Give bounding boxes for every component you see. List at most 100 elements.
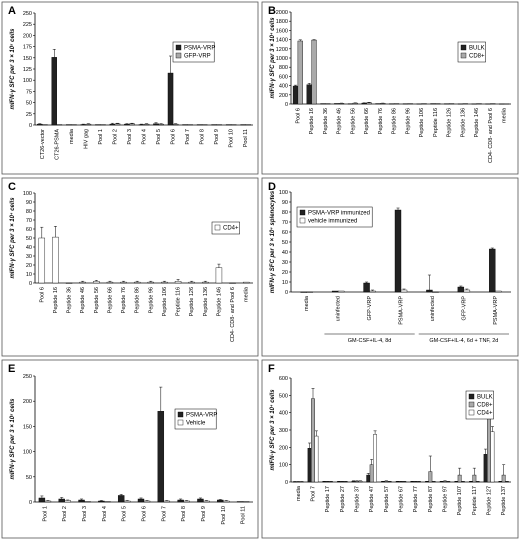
y-tick-label: 60 [282,230,288,236]
bar [120,281,127,284]
bar [306,291,313,293]
bar [337,290,345,293]
panel-frame [261,1,519,175]
x-tick-label: CT26-PSMA [54,129,60,160]
x-tick-label: Peptide 56 [350,108,356,134]
bar [400,289,408,293]
bar [428,471,433,483]
bar [347,103,354,105]
bar [114,123,121,126]
bar [338,103,345,105]
x-tick-label: Pool 2 [62,506,68,522]
legend-swatch [468,409,475,416]
bar [416,103,422,105]
x-tick-label: CD4- CD8- and Pool 6 [230,287,236,342]
x-tick-label: Pool 5 [156,129,162,145]
legend-label: GFP-VRP [184,54,211,60]
legend-box [296,206,373,228]
y-axis-label: mIFN-γ SFC per 3 × 10⁴ cells [270,389,276,471]
x-tick-label: Pool 1 [98,129,104,145]
bar [143,500,151,503]
bar [138,124,145,126]
x-tick-label: Peptide 77 [413,486,419,512]
bar [143,123,150,126]
panel-a: A 0 25 50 75 100 125 150 175 200 225 250 mIFN-γ SFC … [1,1,259,175]
y-tick-label: 300 [279,428,288,434]
bar [340,481,345,483]
y-tick-label: 0 [285,102,288,108]
panel-letter: F [268,363,275,375]
bar [490,431,495,483]
x-tick-label: Pool 9 [214,129,220,145]
x-tick-label: media [296,485,302,501]
bar [158,123,164,126]
x-tick-label: Pool 6 [295,108,301,124]
bar [42,124,48,126]
legend-swatch [299,217,306,224]
bar [483,454,488,483]
bar [499,103,505,105]
bar [307,448,312,483]
bar [85,123,92,126]
group-label: GM-CSF+IL-4, 6d + TNF, 2d [429,338,498,344]
y-tick-label: 40 [26,245,32,251]
x-tick-label: CT26-vector [40,129,46,159]
bar [457,474,462,483]
bar [230,124,237,126]
bar [501,474,506,483]
y-tick-label: 75 [26,89,32,95]
x-tick-label: CD4- CD8- and Pool 6 [488,108,494,163]
bar [80,124,87,126]
bar [366,474,371,483]
x-tick-label: Peptide 126 [189,287,195,316]
legend-label: CD8+ [469,54,485,60]
bar [394,209,402,293]
y-axis-label: mIFN-γ SFC per 3 × 10⁵ cells [10,28,16,110]
bar [334,103,340,105]
y-tick-label: 50 [282,240,288,246]
x-tick-label: Peptide 86 [392,108,398,134]
panel-letter: A [8,5,16,17]
x-tick-label: HIV gag [83,129,89,149]
legend-swatch [460,52,467,59]
bar [229,282,236,284]
bar [380,103,386,105]
x-tick-label: GFP-VRP [461,296,467,321]
bar [79,281,86,284]
bar [410,481,415,483]
legend-swatch [177,419,184,426]
x-tick-label: Pool 3 [82,506,88,522]
x-tick-label: GFP-VRP [367,296,373,321]
y-tick-label: 50 [26,236,32,242]
bar [66,124,72,126]
x-tick-label: Peptide 37 [355,486,361,512]
y-tick-label: 0 [29,123,32,129]
x-tick-label: Peptide 86 [135,287,141,313]
bar [216,124,222,126]
x-tick-label: Peptide 66 [364,108,370,134]
bar [399,481,403,483]
bar [172,123,179,126]
bar [485,103,491,105]
bar [202,281,209,284]
x-tick-label: Peptide 107 [457,486,463,515]
x-tick-label: PSMA-VRP [399,296,405,325]
legend-swatch [299,209,306,216]
bar [375,103,381,105]
legend-swatch [175,44,182,51]
legend-label: PSMA-VRP immunized [308,211,370,217]
bar [361,102,367,105]
panel-frame [1,1,259,175]
panel-letter: D [268,181,276,193]
bar [320,103,326,105]
x-tick-label: Peptide 36 [323,108,329,134]
y-tick-label: 1600 [276,28,288,34]
bar [498,481,503,483]
x-tick-label: Peptide 76 [378,108,384,134]
bar [413,481,418,483]
bar [425,481,429,483]
x-tick-label: Pool 2 [112,129,118,145]
y-tick-label: 25 [26,112,32,118]
